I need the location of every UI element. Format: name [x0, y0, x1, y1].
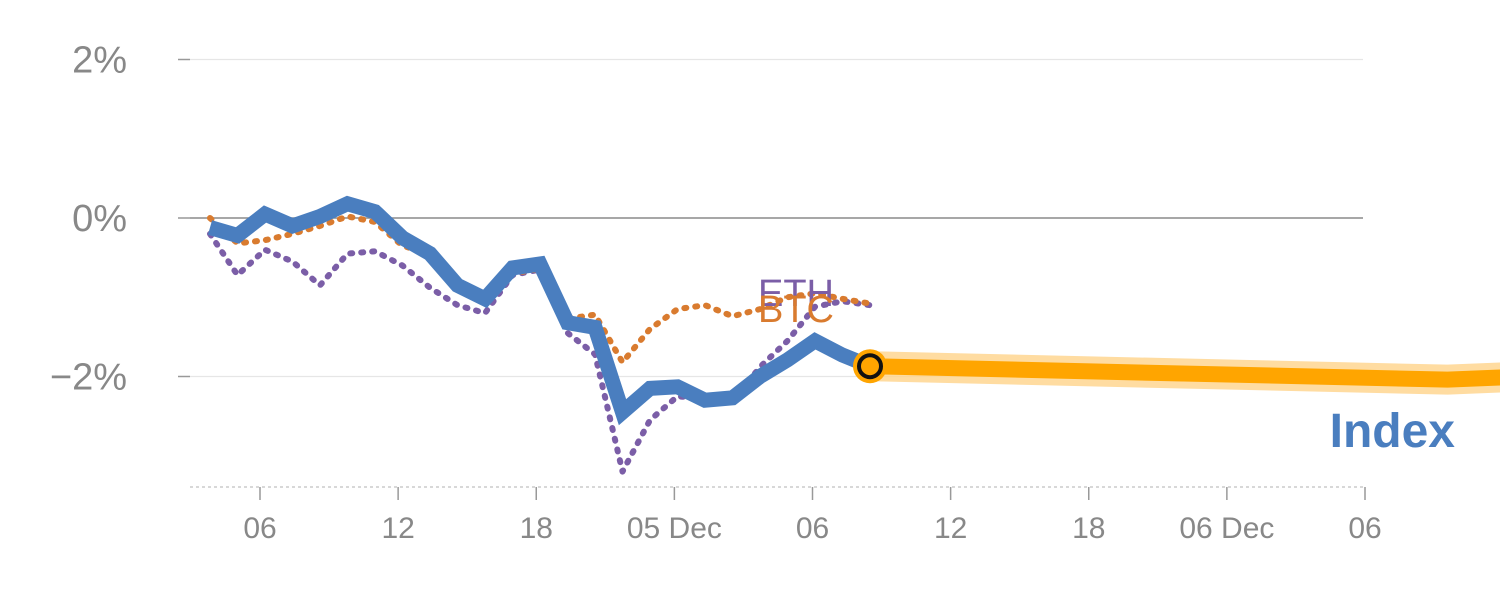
index-series-line — [207, 195, 873, 426]
eth-series-label: ETH — [758, 273, 834, 315]
x-tick-label-5: 12 — [934, 512, 967, 545]
y-tick-label-2: −2% — [50, 357, 127, 399]
btc-series-line — [207, 213, 873, 366]
label-layer: ETH BTC Index — [758, 273, 1455, 458]
projection-line — [869, 358, 1500, 388]
y-tick-label-0: 2% — [72, 40, 127, 82]
marker-layer — [853, 349, 887, 384]
eth-series-line — [207, 230, 873, 475]
x-tick-label-1: 12 — [381, 512, 414, 545]
index-series-label: Index — [1330, 405, 1456, 458]
x-tick-label-3: 05 Dec — [627, 512, 722, 545]
x-tick-label-6: 18 — [1072, 512, 1105, 545]
x-tick-label-7: 06 Dec — [1179, 512, 1274, 545]
x-tick-label-0: 06 — [243, 512, 276, 545]
btc-series-label: BTC — [758, 289, 834, 331]
series-layer — [207, 195, 1500, 475]
x-tick-label-2: 18 — [520, 512, 553, 545]
current-point-marker — [857, 353, 883, 380]
axis-layer: 2% 0% −2% 06 12 18 05 Dec 06 12 18 06 Dec 06 — [50, 40, 1382, 546]
x-tick-label-4: 06 — [796, 512, 829, 545]
x-tick-label-8: 06 — [1348, 512, 1381, 545]
y-tick-label-1: 0% — [72, 198, 127, 240]
